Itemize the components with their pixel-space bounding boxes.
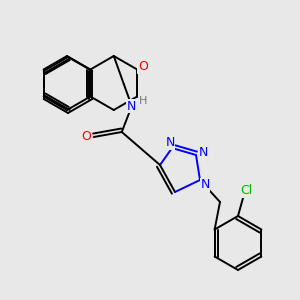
Text: N: N (198, 146, 208, 158)
Text: H: H (139, 96, 147, 106)
Text: O: O (138, 60, 148, 73)
Text: N: N (200, 178, 210, 191)
Text: O: O (81, 130, 91, 143)
Text: N: N (165, 136, 175, 149)
Text: N: N (127, 100, 136, 112)
Text: Cl: Cl (240, 184, 252, 197)
